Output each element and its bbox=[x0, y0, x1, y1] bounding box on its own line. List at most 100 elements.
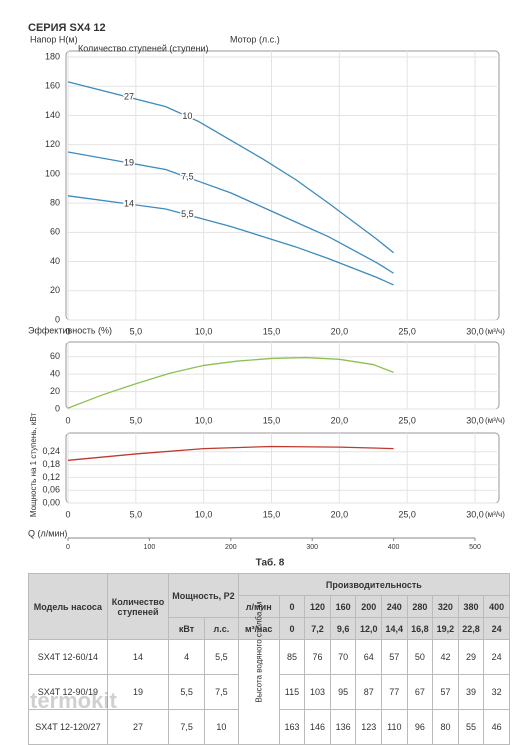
x2-tick-label: 100 bbox=[144, 544, 156, 551]
x-tick-label: 10,0 bbox=[195, 326, 213, 336]
series-line bbox=[67, 195, 394, 286]
table-cell: 280 bbox=[406, 595, 434, 618]
x-tick-label: 5,0 bbox=[130, 509, 143, 519]
table-cell: 42 bbox=[432, 639, 459, 675]
table-cell: 163 bbox=[278, 709, 306, 745]
x-tick-label: 25,0 bbox=[398, 415, 416, 425]
y-tick-label: 20 bbox=[50, 285, 60, 295]
table-row: Модель насоса Количество ступеней Мощность… bbox=[28, 573, 511, 640]
curve-label: 19 bbox=[124, 157, 134, 167]
y-tick-label: 0,00 bbox=[42, 497, 60, 507]
table-cell: Количество ступеней bbox=[106, 573, 170, 640]
table-cell: 320 bbox=[432, 595, 459, 618]
table-cell: 57 bbox=[432, 674, 459, 710]
x2-axis-label: Q (л/мин) bbox=[28, 528, 67, 538]
table-cell: 0 bbox=[278, 595, 306, 618]
table-caption: Таб. 8 bbox=[256, 557, 285, 569]
series-line bbox=[67, 356, 394, 409]
x-tick-label: 20,0 bbox=[331, 415, 349, 425]
table-cell: 87 bbox=[355, 674, 382, 710]
table-row: SX4T 12-120/27 27 7,5 10 163 146 136 123 110 96 80… bbox=[28, 709, 510, 745]
x-tick-label: 0 bbox=[65, 326, 70, 336]
table-cell: 14,4 bbox=[381, 617, 408, 640]
y-tick-label: 40 bbox=[50, 256, 60, 266]
table-cell: Модель насоса bbox=[28, 573, 108, 640]
table-row: SX4T 12-60/14 14 4 5,5 Высота водяного столб… bbox=[28, 601, 510, 745]
y-tick-label: 0 bbox=[55, 314, 60, 324]
plot-frame bbox=[65, 341, 500, 410]
x-tick-label: 10,0 bbox=[195, 415, 213, 425]
x-tick-label: 10,0 bbox=[195, 509, 213, 519]
table-cell: 24 bbox=[483, 617, 510, 640]
series-line bbox=[67, 151, 394, 274]
y-tick-label: 40 bbox=[50, 369, 60, 379]
x2-tick-label: 0 bbox=[66, 544, 70, 551]
x-tick-label: 20,0 bbox=[331, 326, 349, 336]
table-cell: 19,2 bbox=[432, 617, 459, 640]
table-cell: 64 bbox=[355, 639, 382, 675]
y-tick-label: 0,18 bbox=[42, 459, 60, 469]
table-cell: 27 bbox=[106, 709, 170, 745]
table-cell: 85 bbox=[278, 639, 306, 675]
x-axis-label: (м³/ч) bbox=[485, 327, 505, 336]
x2-tick-label: 200 bbox=[225, 544, 237, 551]
table-cell: 380 bbox=[457, 595, 485, 618]
plot-frame bbox=[65, 432, 500, 504]
curve-label: 27 bbox=[124, 92, 134, 102]
table-cell: 160 bbox=[329, 595, 357, 618]
y-tick-label: 180 bbox=[45, 51, 60, 61]
x-axis-label: (м³/ч) bbox=[485, 416, 505, 425]
table-cell: Мощность, P2 bbox=[168, 573, 239, 618]
y-tick-label: 100 bbox=[45, 168, 60, 178]
table-cell: 67 bbox=[406, 674, 434, 710]
x-tick-label: 30,0 bbox=[466, 415, 484, 425]
table-cell: 76 bbox=[304, 639, 331, 675]
x-tick-label: 25,0 bbox=[398, 326, 416, 336]
y-axis-label: Мощность на 1 ступень, кВт bbox=[29, 413, 38, 518]
watermark: termokit bbox=[30, 688, 117, 713]
table-cell: 96 bbox=[406, 709, 434, 745]
table-row: кВт л.с. м³/час 0 7,2 9,6 12,0 14,4 16,8 19,2 22,8… bbox=[29, 617, 510, 640]
x-axis-label: (м³/ч) bbox=[485, 510, 505, 519]
table-cell: SX4T 12-120/27 bbox=[28, 709, 108, 745]
motor-value: 5,5 bbox=[181, 209, 194, 219]
x-tick-label: 30,0 bbox=[466, 509, 484, 519]
table-cell: Высота водяного столба, м bbox=[237, 601, 280, 745]
table-cell: SX4T 12-60/14 bbox=[28, 639, 108, 675]
y-tick-label: 120 bbox=[45, 139, 60, 149]
table-cell: 77 bbox=[381, 674, 408, 710]
table-cell: 32 bbox=[483, 674, 510, 710]
table-cell: 146 bbox=[304, 709, 331, 745]
table-cell: 5,5 bbox=[203, 639, 239, 675]
table-cell: 10 bbox=[203, 709, 239, 745]
table-cell: 12,0 bbox=[355, 617, 382, 640]
table-cell: 55 bbox=[457, 709, 485, 745]
table-cell: 57 bbox=[381, 639, 408, 675]
table-cell: 400 bbox=[483, 595, 510, 618]
x-tick-label: 15,0 bbox=[263, 326, 281, 336]
y-tick-label: 60 bbox=[50, 227, 60, 237]
y-tick-label: 0,12 bbox=[42, 472, 60, 482]
table-row: SX4T 12-90/19 19 5,5 7,5 115 103 95 87 77 67 57 39 3… bbox=[28, 674, 510, 710]
table-cell: 4 bbox=[168, 639, 205, 675]
x-tick-label: 5,0 bbox=[130, 415, 143, 425]
y-axis-label: Эффективность (%) bbox=[28, 325, 112, 335]
table-cell: 0 bbox=[278, 617, 306, 640]
table-cell: 123 bbox=[355, 709, 382, 745]
table-cell: 103 bbox=[304, 674, 331, 710]
table-cell: 5,5 bbox=[168, 674, 205, 710]
series-line bbox=[67, 445, 394, 461]
x2-tick-label: 500 bbox=[469, 544, 481, 551]
table-cell: 115 bbox=[278, 674, 306, 710]
x-tick-label: 30,0 bbox=[466, 326, 484, 336]
table-cell: 7,2 bbox=[304, 617, 331, 640]
table-cell: 14 bbox=[106, 639, 170, 675]
table-cell: Производительность bbox=[237, 573, 511, 596]
motor-label: Мотор (л.с.) bbox=[230, 34, 280, 44]
table-cell: кВт bbox=[168, 617, 205, 640]
table-cell: 7,5 bbox=[203, 674, 239, 710]
table-cell: 39 bbox=[457, 674, 485, 710]
vertical-label: Высота водяного столба, м bbox=[254, 601, 264, 702]
table-cell: 120 bbox=[304, 595, 331, 618]
